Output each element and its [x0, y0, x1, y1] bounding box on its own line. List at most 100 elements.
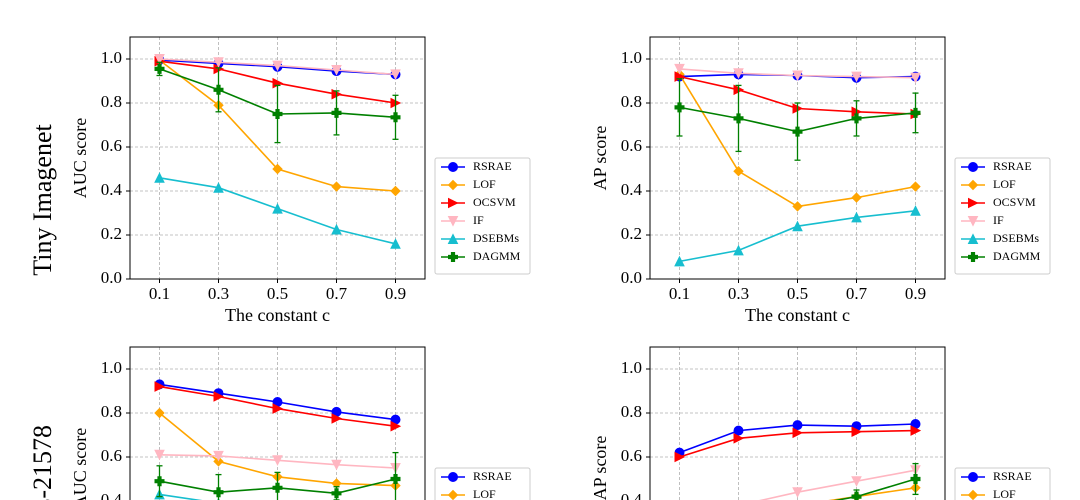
- legend-label: RSRAE: [473, 469, 512, 483]
- legend-marker: [967, 216, 979, 227]
- legend-label: IF: [473, 213, 484, 227]
- marker: [390, 474, 401, 484]
- marker: [792, 427, 804, 439]
- marker: [272, 163, 283, 175]
- x-tick-label: 0.7: [846, 284, 868, 303]
- plot-frame: [649, 346, 946, 500]
- legend-box: [434, 157, 531, 275]
- row-label: Tiny Imagenet: [28, 124, 57, 276]
- legend-marker: [448, 197, 459, 209]
- marker: [733, 165, 744, 177]
- marker: [390, 69, 401, 81]
- x-tick-label: 0.1: [149, 284, 170, 303]
- marker: [910, 425, 922, 436]
- marker: [154, 381, 166, 392]
- plot-frame: [129, 346, 426, 500]
- marker: [213, 487, 224, 498]
- marker: [272, 403, 284, 414]
- y-tick-label: 0.4: [101, 490, 123, 500]
- y-tick-label: 0.6: [101, 136, 122, 155]
- y-tick-label: 1.0: [101, 48, 122, 67]
- data-line: [828, 487, 916, 500]
- legend-marker: [968, 162, 978, 172]
- marker: [851, 71, 862, 83]
- y-tick-label: 1.0: [621, 48, 642, 67]
- marker: [674, 63, 685, 75]
- legend-marker: [968, 197, 979, 209]
- marker: [154, 476, 165, 487]
- y-tick-label: 0.6: [621, 136, 642, 155]
- y-axis-label: AUC score: [70, 118, 90, 198]
- legend-marker: [448, 252, 458, 262]
- marker: [851, 192, 862, 203]
- legend-box: [954, 467, 1051, 500]
- legend-marker: [968, 252, 978, 262]
- legend-label: LOF: [993, 487, 1016, 500]
- legend-label: OCSVM: [473, 195, 516, 209]
- marker: [733, 425, 744, 436]
- marker: [154, 54, 165, 65]
- legend-label: DAGMM: [473, 249, 521, 263]
- legend-label: RSRAE: [993, 159, 1032, 173]
- x-axis-label: The constant c: [225, 305, 330, 325]
- marker: [851, 426, 863, 438]
- marker: [910, 107, 921, 118]
- marker: [910, 474, 921, 484]
- marker: [272, 109, 283, 119]
- marker: [272, 60, 283, 72]
- marker: [331, 413, 343, 424]
- y-tick-label: 0.4: [621, 180, 643, 199]
- legend-label: RSRAE: [993, 469, 1032, 483]
- marker: [851, 476, 862, 487]
- legend-label: LOF: [993, 177, 1016, 191]
- legend-label: DSEBMs: [473, 231, 519, 245]
- plot-frame: [649, 36, 946, 280]
- marker: [331, 223, 342, 235]
- marker: [213, 450, 224, 462]
- marker: [851, 113, 862, 124]
- marker: [154, 449, 165, 461]
- marker: [213, 182, 224, 193]
- marker: [733, 432, 745, 444]
- marker: [910, 181, 921, 192]
- x-tick-label: 0.9: [385, 284, 406, 303]
- marker: [272, 455, 283, 466]
- x-tick-label: 0.3: [208, 284, 229, 303]
- marker: [331, 181, 342, 192]
- legend-marker: [447, 233, 459, 244]
- marker: [910, 205, 921, 216]
- legend-marker: [447, 216, 459, 227]
- legend-box: [954, 157, 1051, 275]
- marker: [792, 126, 803, 137]
- marker: [792, 420, 803, 431]
- legend-label: OCSVM: [993, 195, 1036, 209]
- legend-marker: [448, 162, 458, 172]
- marker: [213, 391, 225, 402]
- marker: [674, 451, 686, 463]
- y-tick-label: 1.0: [621, 358, 642, 377]
- marker: [792, 70, 803, 82]
- legend-marker: [967, 233, 979, 244]
- data-line: [833, 478, 916, 500]
- y-axis-label: AP score: [590, 126, 610, 191]
- y-tick-label: 0.8: [101, 402, 122, 421]
- marker: [154, 407, 165, 419]
- y-tick-label: 0.8: [101, 92, 122, 111]
- legend-label: LOF: [473, 177, 496, 191]
- marker: [390, 185, 401, 197]
- marker: [390, 112, 401, 123]
- x-tick-label: 0.5: [267, 284, 288, 303]
- marker: [851, 211, 862, 223]
- marker: [674, 255, 685, 267]
- marker: [792, 201, 803, 212]
- legend-label: RSRAE: [473, 159, 512, 173]
- row-label: Reuters-21578: [28, 425, 57, 500]
- marker: [213, 57, 224, 68]
- y-tick-label: 0.8: [621, 92, 642, 111]
- marker: [851, 491, 862, 500]
- legend-marker: [447, 179, 459, 191]
- marker: [331, 488, 342, 499]
- legend-box: [434, 467, 531, 500]
- marker: [272, 202, 283, 214]
